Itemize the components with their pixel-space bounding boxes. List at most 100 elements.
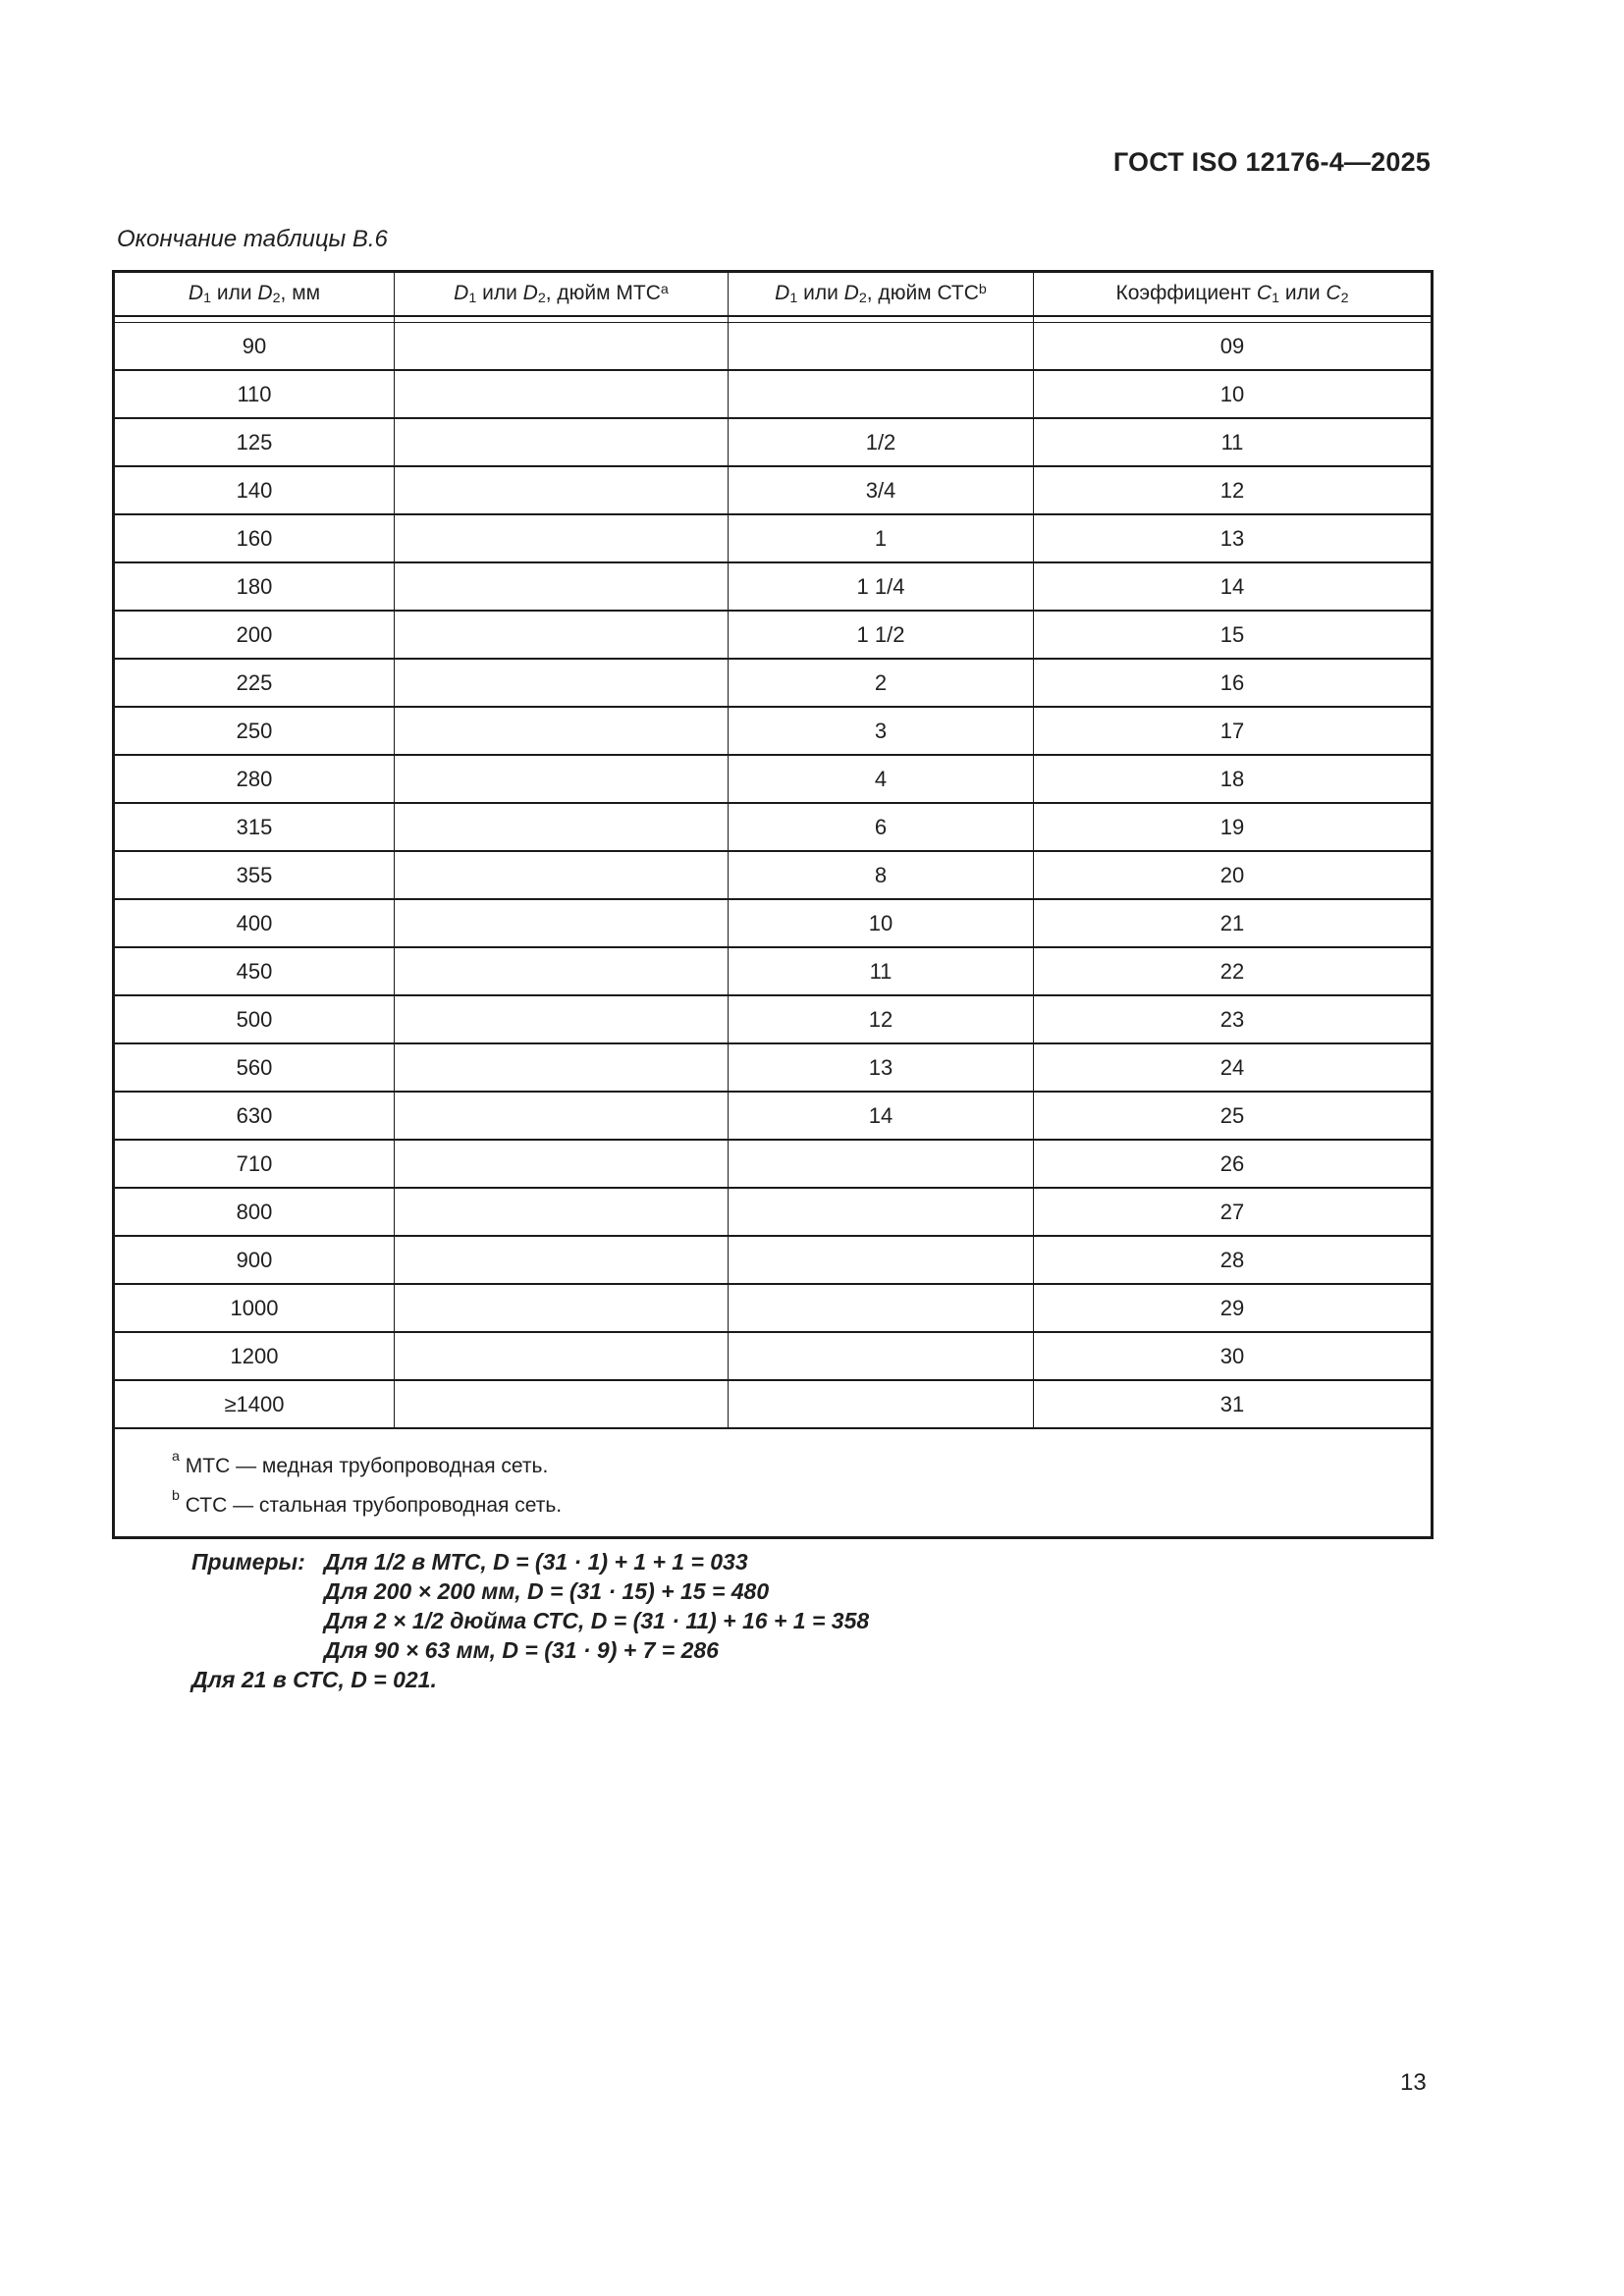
cell-inch-ctc: 3/4 xyxy=(728,466,1034,515)
example-text: Для 1/2 в МТС, D = (31 · 1) + 1 + 1 = 03… xyxy=(324,1549,748,1575)
coefficient-table: D1 или D2, мм D1 или D2, дюйм МТСa D1 или … xyxy=(112,270,1434,1539)
cell-coefficient: 12 xyxy=(1033,466,1433,515)
table-header: D1 или D2, мм D1 или D2, дюйм МТСa D1 или … xyxy=(113,271,1433,323)
cell-inch-mtc xyxy=(394,659,729,708)
cell-inch-ctc: 1 1/2 xyxy=(728,611,1034,660)
cell-coefficient: 30 xyxy=(1033,1332,1433,1381)
cell-coefficient: 18 xyxy=(1033,755,1433,804)
table-row: 315 6 19 xyxy=(113,803,1433,852)
cell-mm: 400 xyxy=(113,899,395,948)
cell-mm: 125 xyxy=(113,418,395,467)
cell-inch-mtc xyxy=(394,1236,729,1285)
cell-inch-ctc: 13 xyxy=(728,1043,1034,1093)
table-row: 160 1 13 xyxy=(113,514,1433,563)
cell-inch-mtc xyxy=(394,1188,729,1237)
table-row: 225 2 16 xyxy=(113,659,1433,708)
cell-inch-ctc: 11 xyxy=(728,947,1034,996)
cell-mm: 560 xyxy=(113,1043,395,1093)
cell-inch-ctc: 2 xyxy=(728,659,1034,708)
cell-inch-mtc xyxy=(394,1380,729,1429)
cell-mm: 200 xyxy=(113,611,395,660)
cell-inch-ctc: 4 xyxy=(728,755,1034,804)
table-row: 200 1 1/2 15 xyxy=(113,611,1433,660)
cell-inch-ctc xyxy=(728,1380,1034,1429)
example-line: Для 21 в СТС, D = 021. xyxy=(191,1667,437,1692)
table-row: 1000 29 xyxy=(113,1284,1433,1333)
cell-inch-mtc xyxy=(394,1284,729,1333)
column-header-2: D1 или D2, дюйм СТСb xyxy=(728,271,1034,317)
header-double-rule-segment xyxy=(1033,316,1433,323)
cell-coefficient: 26 xyxy=(1033,1140,1433,1189)
cell-inch-mtc xyxy=(394,995,729,1044)
cell-mm: 630 xyxy=(113,1092,395,1141)
cell-coefficient: 27 xyxy=(1033,1188,1433,1237)
cell-inch-ctc: 1 1/4 xyxy=(728,562,1034,612)
cell-inch-mtc xyxy=(394,322,729,371)
cell-inch-mtc xyxy=(394,755,729,804)
cell-coefficient: 16 xyxy=(1033,659,1433,708)
cell-inch-mtc xyxy=(394,1043,729,1093)
table-header-row: D1 или D2, мм D1 или D2, дюйм МТСa D1 или … xyxy=(113,271,1433,317)
cell-inch-mtc xyxy=(394,514,729,563)
cell-inch-mtc xyxy=(394,1332,729,1381)
column-header-1: D1 или D2, дюйм МТСa xyxy=(394,271,729,317)
example-line: Для 90 × 63 мм, D = (31 · 9) + 7 = 286 xyxy=(324,1637,719,1663)
cell-mm: 1000 xyxy=(113,1284,395,1333)
cell-inch-ctc xyxy=(728,1332,1034,1381)
table-row: ≥1400 31 xyxy=(113,1380,1433,1429)
cell-inch-ctc: 12 xyxy=(728,995,1034,1044)
cell-coefficient: 21 xyxy=(1033,899,1433,948)
cell-coefficient: 20 xyxy=(1033,851,1433,900)
cell-mm: 110 xyxy=(113,370,395,419)
cell-coefficient: 13 xyxy=(1033,514,1433,563)
cell-inch-ctc: 10 xyxy=(728,899,1034,948)
table-footnotes: a МТС — медная трубопроводная сеть. b СТС… xyxy=(114,1428,1433,1537)
table-row: 400 10 21 xyxy=(113,899,1433,948)
table-row: 110 10 xyxy=(113,370,1433,419)
footnote-cell: a МТС — медная трубопроводная сеть. b СТС… xyxy=(114,1428,1433,1537)
table-row: 450 11 22 xyxy=(113,947,1433,996)
table-row: 90 09 xyxy=(113,322,1433,371)
table-row: 280 4 18 xyxy=(113,755,1433,804)
cell-coefficient: 31 xyxy=(1033,1380,1433,1429)
table-footnote: a МТС — медная трубопроводная сеть. xyxy=(172,1449,549,1477)
cell-coefficient: 25 xyxy=(1033,1092,1433,1141)
cell-mm: 500 xyxy=(113,995,395,1044)
example-line: Для 200 × 200 мм, D = (31 · 15) + 15 = 4… xyxy=(324,1578,770,1604)
table-row: 630 14 25 xyxy=(113,1092,1433,1141)
cell-inch-mtc xyxy=(394,370,729,419)
cell-inch-mtc xyxy=(394,562,729,612)
examples-block: Примеры: Для 1/2 в МТС, D = (31 · 1) + 1 … xyxy=(191,1547,869,1694)
cell-inch-ctc xyxy=(728,1140,1034,1189)
cell-inch-ctc xyxy=(728,322,1034,371)
column-header-3: Коэффициент C1 или C2 xyxy=(1033,271,1433,317)
document-standard-number: ГОСТ ISO 12176-4—2025 xyxy=(1112,147,1431,177)
page-number: 13 xyxy=(1400,2069,1427,2096)
cell-coefficient: 23 xyxy=(1033,995,1433,1044)
cell-mm: 280 xyxy=(113,755,395,804)
cell-mm: 250 xyxy=(113,707,395,756)
cell-mm: ≥1400 xyxy=(113,1380,395,1429)
cell-coefficient: 10 xyxy=(1033,370,1433,419)
table-row: 560 13 24 xyxy=(113,1043,1433,1093)
cell-mm: 1200 xyxy=(113,1332,395,1381)
header-double-rule xyxy=(113,316,1433,323)
cell-mm: 90 xyxy=(113,322,395,371)
cell-inch-mtc xyxy=(394,707,729,756)
table-row: 1200 30 xyxy=(113,1332,1433,1381)
cell-mm: 315 xyxy=(113,803,395,852)
cell-mm: 160 xyxy=(113,514,395,563)
cell-inch-ctc: 14 xyxy=(728,1092,1034,1141)
cell-mm: 900 xyxy=(113,1236,395,1285)
cell-inch-ctc: 3 xyxy=(728,707,1034,756)
table-row: 900 28 xyxy=(113,1236,1433,1285)
column-header-0: D1 или D2, мм xyxy=(113,271,395,317)
table-row: 140 3/4 12 xyxy=(113,466,1433,515)
cell-mm: 225 xyxy=(113,659,395,708)
cell-coefficient: 17 xyxy=(1033,707,1433,756)
cell-mm: 180 xyxy=(113,562,395,612)
cell-coefficient: 11 xyxy=(1033,418,1433,467)
cell-inch-mtc xyxy=(394,803,729,852)
cell-coefficient: 24 xyxy=(1033,1043,1433,1093)
